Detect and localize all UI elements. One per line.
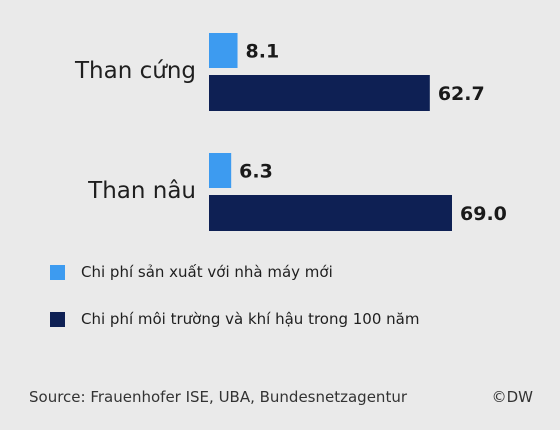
bar-than-cung-series-2 bbox=[209, 75, 430, 111]
legend-swatch-environment-cost bbox=[50, 311, 65, 327]
bar-than-nau-series-2 bbox=[209, 195, 452, 231]
credit-text: ©DW bbox=[491, 388, 533, 406]
legend-swatch-production-cost bbox=[50, 264, 65, 280]
value-label-than-nau-series-2: 69.0 bbox=[460, 203, 507, 225]
legend-label-environment-cost: Chi phí môi trường và khí hậu trong 100 … bbox=[81, 310, 420, 328]
category-label-than-cung: Than cứng bbox=[74, 58, 196, 84]
category-label-than-nau: Than nâu bbox=[87, 178, 196, 204]
legend-label-production-cost: Chi phí sản xuất với nhà máy mới bbox=[81, 263, 333, 281]
value-label-than-nau-series-1: 6.3 bbox=[239, 161, 273, 183]
bar-than-nau-series-1 bbox=[209, 153, 232, 188]
value-label-than-cung-series-2: 62.7 bbox=[438, 83, 485, 105]
legend-item-production-cost: Chi phí sản xuất với nhà máy mới bbox=[50, 263, 333, 281]
source-text: Source: Frauenhofer ISE, UBA, Bundesnetz… bbox=[29, 388, 407, 406]
legend-item-environment-cost: Chi phí môi trường và khí hậu trong 100 … bbox=[50, 310, 419, 328]
bar-than-cung-series-1 bbox=[209, 33, 238, 68]
bar-chart: Than cứng 8.1 62.7 Than nâu 6.3 69.0 bbox=[74, 33, 507, 231]
value-label-than-cung-series-1: 8.1 bbox=[246, 41, 280, 63]
footer: Source: Frauenhofer ISE, UBA, Bundesnetz… bbox=[29, 388, 533, 406]
